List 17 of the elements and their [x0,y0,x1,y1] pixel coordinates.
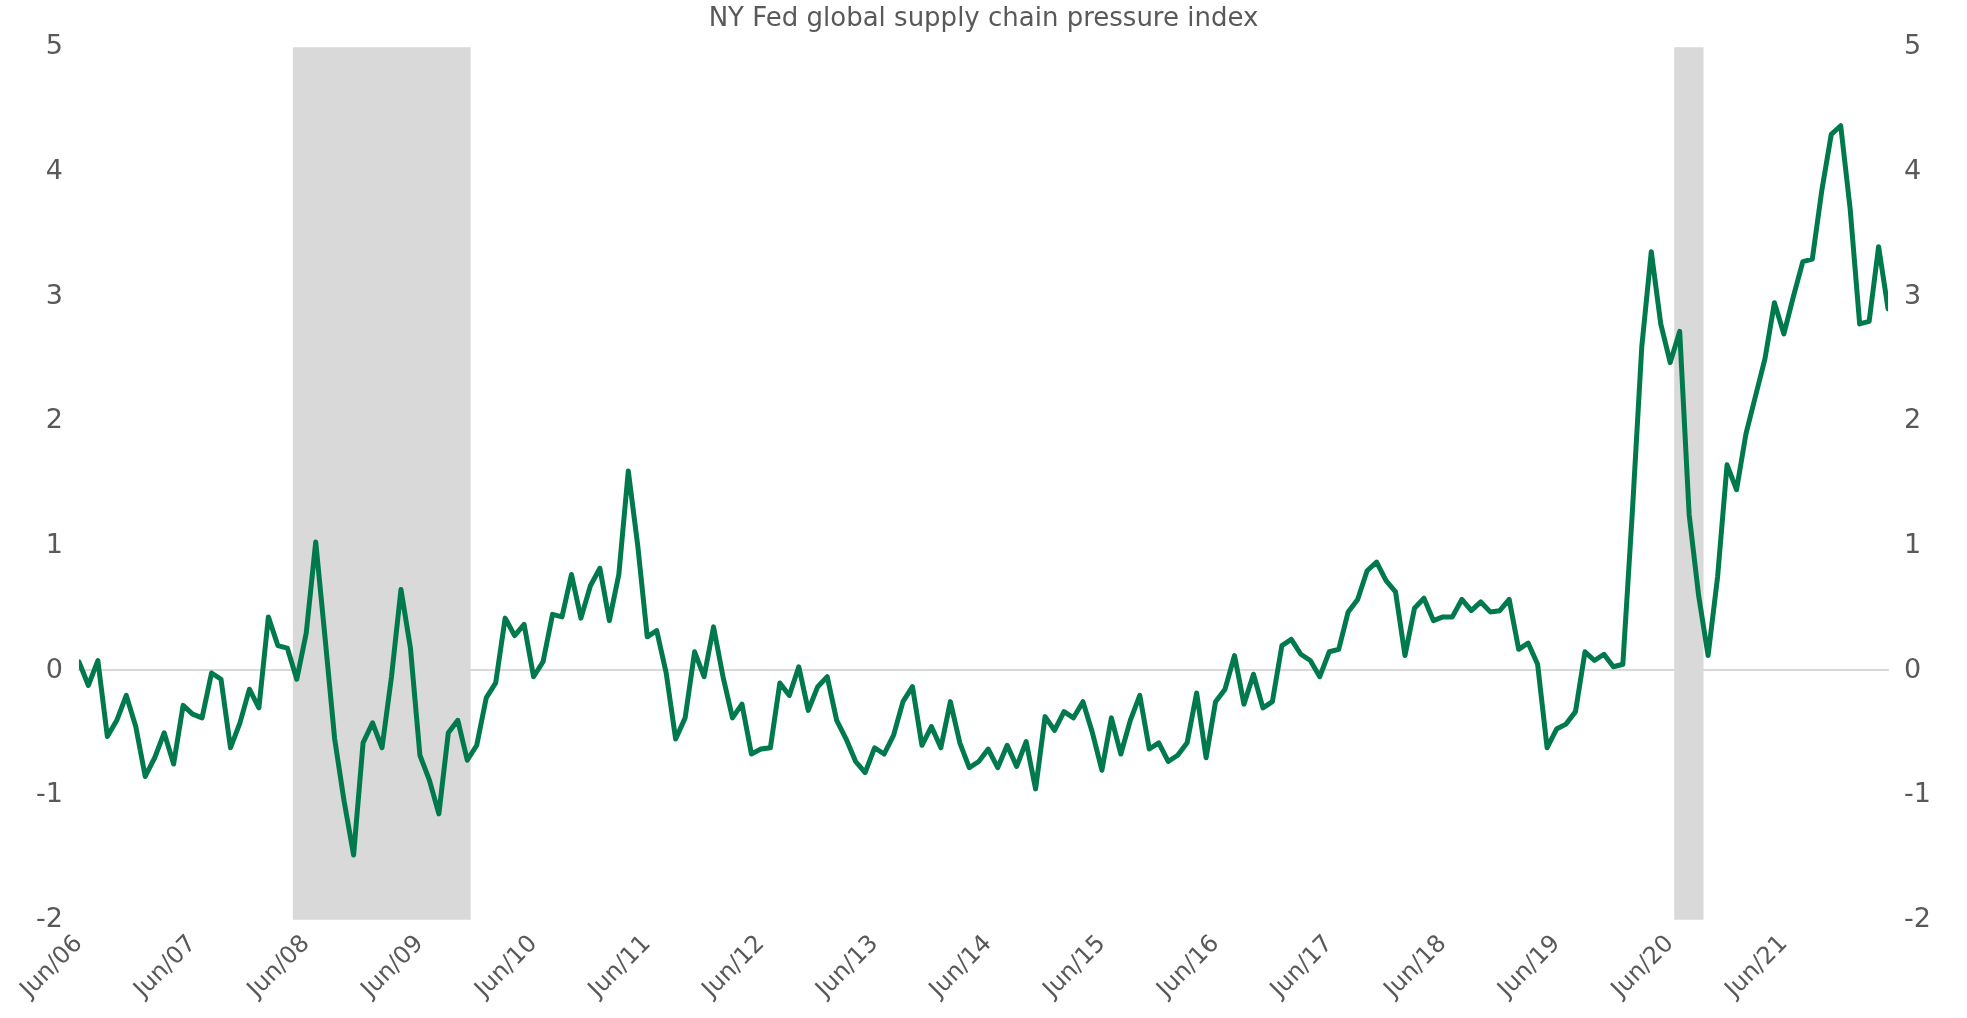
y2-tick-label: -1 [1904,777,1931,809]
y-tick-label: 4 [45,153,63,185]
y-tick-label: -1 [36,777,63,809]
y-tick-label: 1 [45,527,63,559]
y2-tick-label: 5 [1904,29,1922,61]
y2-tick-label: -2 [1904,901,1931,933]
y2-tick-label: 3 [1904,278,1922,310]
y-tick-label: 5 [45,29,63,61]
chart-title: NY Fed global supply chain pressure index [708,2,1259,33]
y-tick-label: -2 [36,901,63,933]
y-tick-label: 3 [45,278,63,310]
y-tick-label: 2 [45,403,63,435]
y2-tick-label: 4 [1904,153,1922,185]
y2-tick-label: 1 [1904,527,1922,559]
y-tick-label: 0 [45,652,63,684]
y2-tick-label: 2 [1904,403,1922,435]
y2-tick-label: 0 [1904,652,1922,684]
